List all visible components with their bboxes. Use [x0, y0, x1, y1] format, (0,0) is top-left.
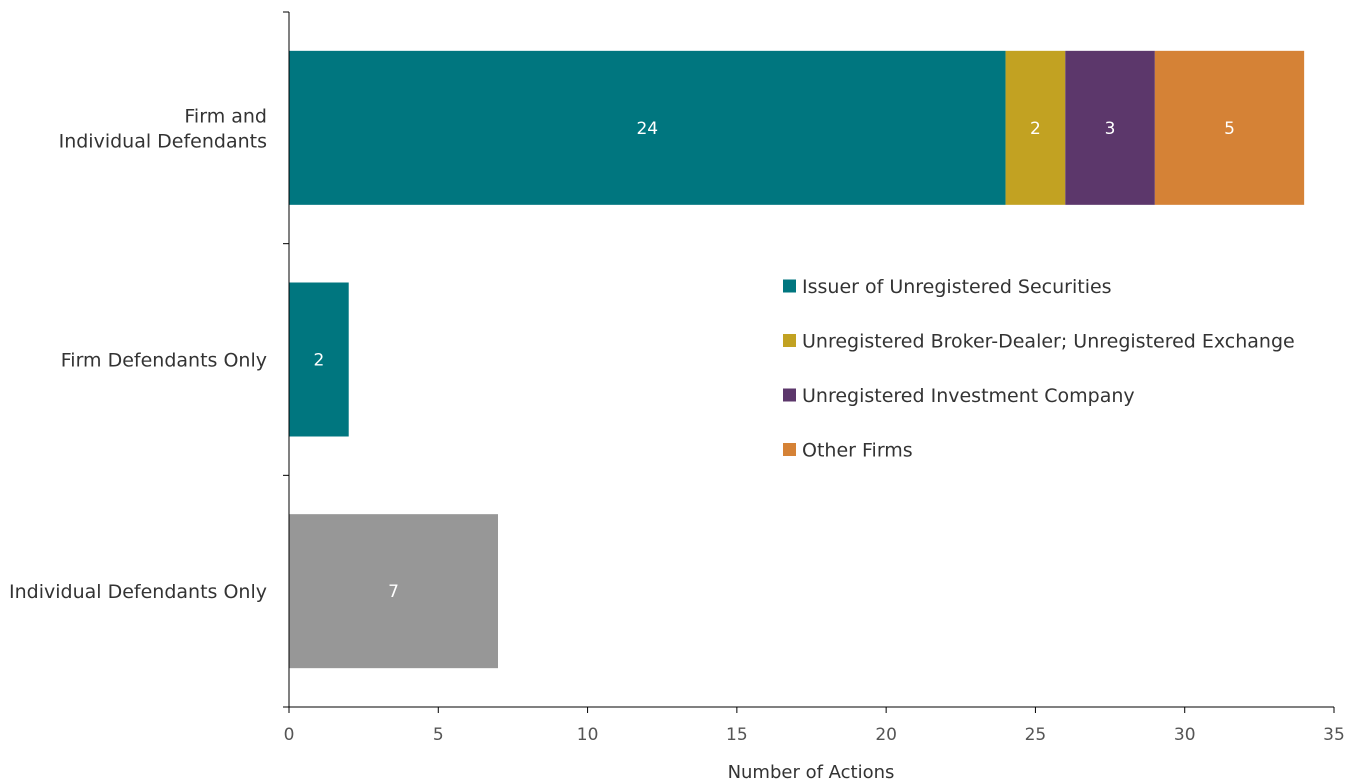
legend-label-other-firms: Other Firms [802, 440, 913, 462]
bar-individual-defendants-only-series-4 [289, 514, 498, 669]
category-label-firm-defendants-only: Firm Defendants Only [61, 350, 267, 372]
data-label-firm-and-individual-defendants-series-2: 3 [1105, 119, 1116, 139]
bar-firm-and-individual-defendants-series-0 [289, 50, 1006, 205]
x-tick-label: 20 [875, 725, 897, 745]
x-tick-label: 0 [284, 725, 295, 745]
category-label-firm-and-individual-defendants: Firm and Individual Defendants [59, 105, 267, 152]
legend: Issuer of Unregistered Securities Unregis… [783, 276, 1295, 462]
legend-label-issuer-of-unregistered-securities: Issuer of Unregistered Securities [802, 276, 1112, 298]
data-label-firm-and-individual-defendants-series-1: 2 [1030, 119, 1041, 139]
data-labels-layer: 24 2 3 5 2 7 [313, 119, 1234, 602]
bar-firm-and-individual-defendants-series-1 [1005, 50, 1066, 205]
bar-firm-and-individual-defendants-series-2 [1065, 50, 1155, 205]
x-tick-label: 5 [433, 725, 444, 745]
data-label-individual-defendants-only-series-4: 7 [388, 582, 399, 602]
x-tick-label: 15 [726, 725, 748, 745]
x-tick-label: 30 [1174, 725, 1196, 745]
legend-swatch-unregistered-broker-dealer-unregistered-exchange [783, 334, 796, 347]
data-label-firm-and-individual-defendants-series-3: 5 [1224, 119, 1235, 139]
data-label-firm-and-individual-defendants-series-0: 24 [636, 119, 658, 139]
bar-firm-defendants-only-series-0 [289, 282, 349, 437]
legend-swatch-issuer-of-unregistered-securities [783, 279, 796, 293]
bar-firm-and-individual-defendants-series-3 [1154, 50, 1305, 205]
x-tick-label: 10 [577, 725, 599, 745]
legend-label-unregistered-investment-company: Unregistered Investment Company [802, 385, 1135, 407]
legend-swatch-unregistered-investment-company [783, 388, 796, 402]
x-tick-label: 25 [1025, 725, 1047, 745]
x-axis-title: Number of Actions [728, 762, 895, 783]
bars-layer [289, 50, 1305, 669]
legend-label-unregistered-broker-dealer-unregistered-exchange: Unregistered Broker-Dealer; Unregistered… [802, 331, 1295, 353]
category-label-individual-defendants-only: Individual Defendants Only [9, 581, 267, 603]
x-tick-label: 35 [1323, 725, 1345, 745]
data-label-firm-defendants-only-series-0: 2 [313, 351, 324, 371]
legend-swatch-other-firms [783, 443, 796, 456]
